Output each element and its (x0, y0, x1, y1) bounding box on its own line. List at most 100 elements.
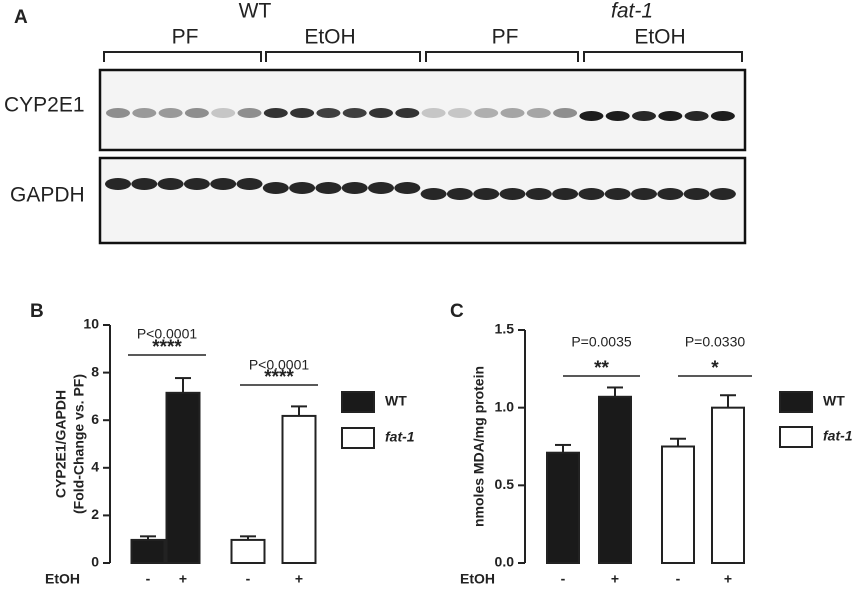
band (263, 108, 288, 118)
group-label: fat-1 (611, 0, 653, 23)
x-tick-label: + (724, 571, 732, 587)
band (237, 108, 262, 118)
significance-stars: * (711, 358, 719, 379)
p-value: P<0.0001 (249, 357, 310, 373)
band (132, 108, 157, 118)
band (183, 178, 210, 190)
y-tick-label: 6 (91, 411, 99, 427)
band (631, 188, 657, 200)
bar (230, 538, 266, 565)
band (500, 108, 525, 118)
y-tick-label: 2 (91, 506, 99, 522)
bar (165, 391, 201, 564)
band (105, 178, 131, 190)
legend-label: fat-1 (385, 429, 415, 445)
band (658, 111, 683, 121)
significance-stars: ** (594, 358, 609, 379)
x-tick-label: + (179, 571, 187, 587)
band (605, 111, 630, 121)
band (552, 188, 579, 200)
band (683, 188, 710, 200)
bar (546, 451, 580, 565)
band (632, 111, 656, 121)
band (553, 108, 578, 118)
legend-label: WT (385, 393, 407, 409)
bar (281, 414, 317, 564)
band (684, 111, 709, 121)
y-axis-label: CYP2E1/GAPDH (53, 390, 69, 498)
x-tick-label: - (246, 571, 251, 587)
band (447, 108, 472, 118)
bands (105, 108, 736, 200)
y-tick-label: 0.0 (495, 554, 515, 570)
panel-label: C (450, 301, 464, 322)
legend-swatch (341, 427, 375, 449)
x-axis-label: EtOH (460, 571, 495, 587)
y-tick-label: 4 (91, 459, 99, 475)
y-tick-label: 10 (83, 316, 99, 332)
band (474, 108, 499, 118)
bar (661, 445, 695, 564)
x-tick-label: - (676, 571, 681, 587)
bar (130, 538, 166, 565)
legend-label: WT (823, 393, 845, 409)
panel-label: A (14, 7, 28, 28)
legend-swatch (779, 426, 813, 448)
significance-stars: **** (264, 367, 294, 388)
panel-label: B (30, 301, 44, 322)
band (579, 111, 604, 121)
y-tick-label: 0 (91, 554, 99, 570)
group-label: WT (239, 0, 272, 23)
blot-membrane (98, 156, 747, 245)
band (525, 188, 552, 200)
subgroup-label: PF (492, 26, 519, 49)
brackets (103, 51, 743, 62)
x-tick-label: - (561, 571, 566, 587)
band (499, 188, 526, 200)
band (316, 108, 341, 118)
band (578, 188, 605, 200)
band (158, 108, 183, 118)
subgroup-label: PF (172, 26, 199, 49)
x-axis-label: EtOH (45, 571, 80, 587)
band (290, 108, 315, 118)
band (709, 188, 736, 200)
band (262, 182, 289, 194)
band (368, 182, 394, 194)
row-label: GAPDH (10, 184, 85, 207)
y-tick-label: 8 (91, 363, 99, 379)
band (289, 182, 316, 194)
band (604, 188, 631, 200)
band (236, 178, 263, 190)
legend-swatch (779, 391, 813, 413)
band (446, 188, 473, 200)
x-tick-label: + (295, 571, 303, 587)
band (342, 108, 367, 118)
blot-membrane (98, 68, 747, 152)
bar (598, 395, 632, 564)
band (526, 108, 551, 118)
x-tick-label: + (611, 571, 619, 587)
band (395, 108, 420, 118)
band (315, 182, 342, 194)
p-value: P=0.0035 (571, 334, 632, 350)
band (710, 111, 735, 121)
band (473, 188, 500, 200)
y-axis-label: nmoles MDA/mg protein (471, 366, 487, 527)
band (106, 108, 130, 118)
band (341, 182, 368, 194)
band (210, 178, 237, 190)
subgroup-label: EtOH (304, 26, 355, 49)
y-tick-label: 0.5 (495, 476, 515, 492)
band (184, 108, 209, 118)
p-value: P=0.0330 (685, 334, 746, 350)
band (157, 178, 184, 190)
y-axis-label: (Fold-Change vs. PF) (71, 374, 87, 514)
band (131, 178, 158, 190)
band (420, 188, 447, 200)
legend-label: fat-1 (823, 428, 853, 444)
y-tick-label: 1.5 (495, 321, 515, 337)
y-tick-label: 1.0 (495, 398, 515, 414)
band (394, 182, 421, 194)
